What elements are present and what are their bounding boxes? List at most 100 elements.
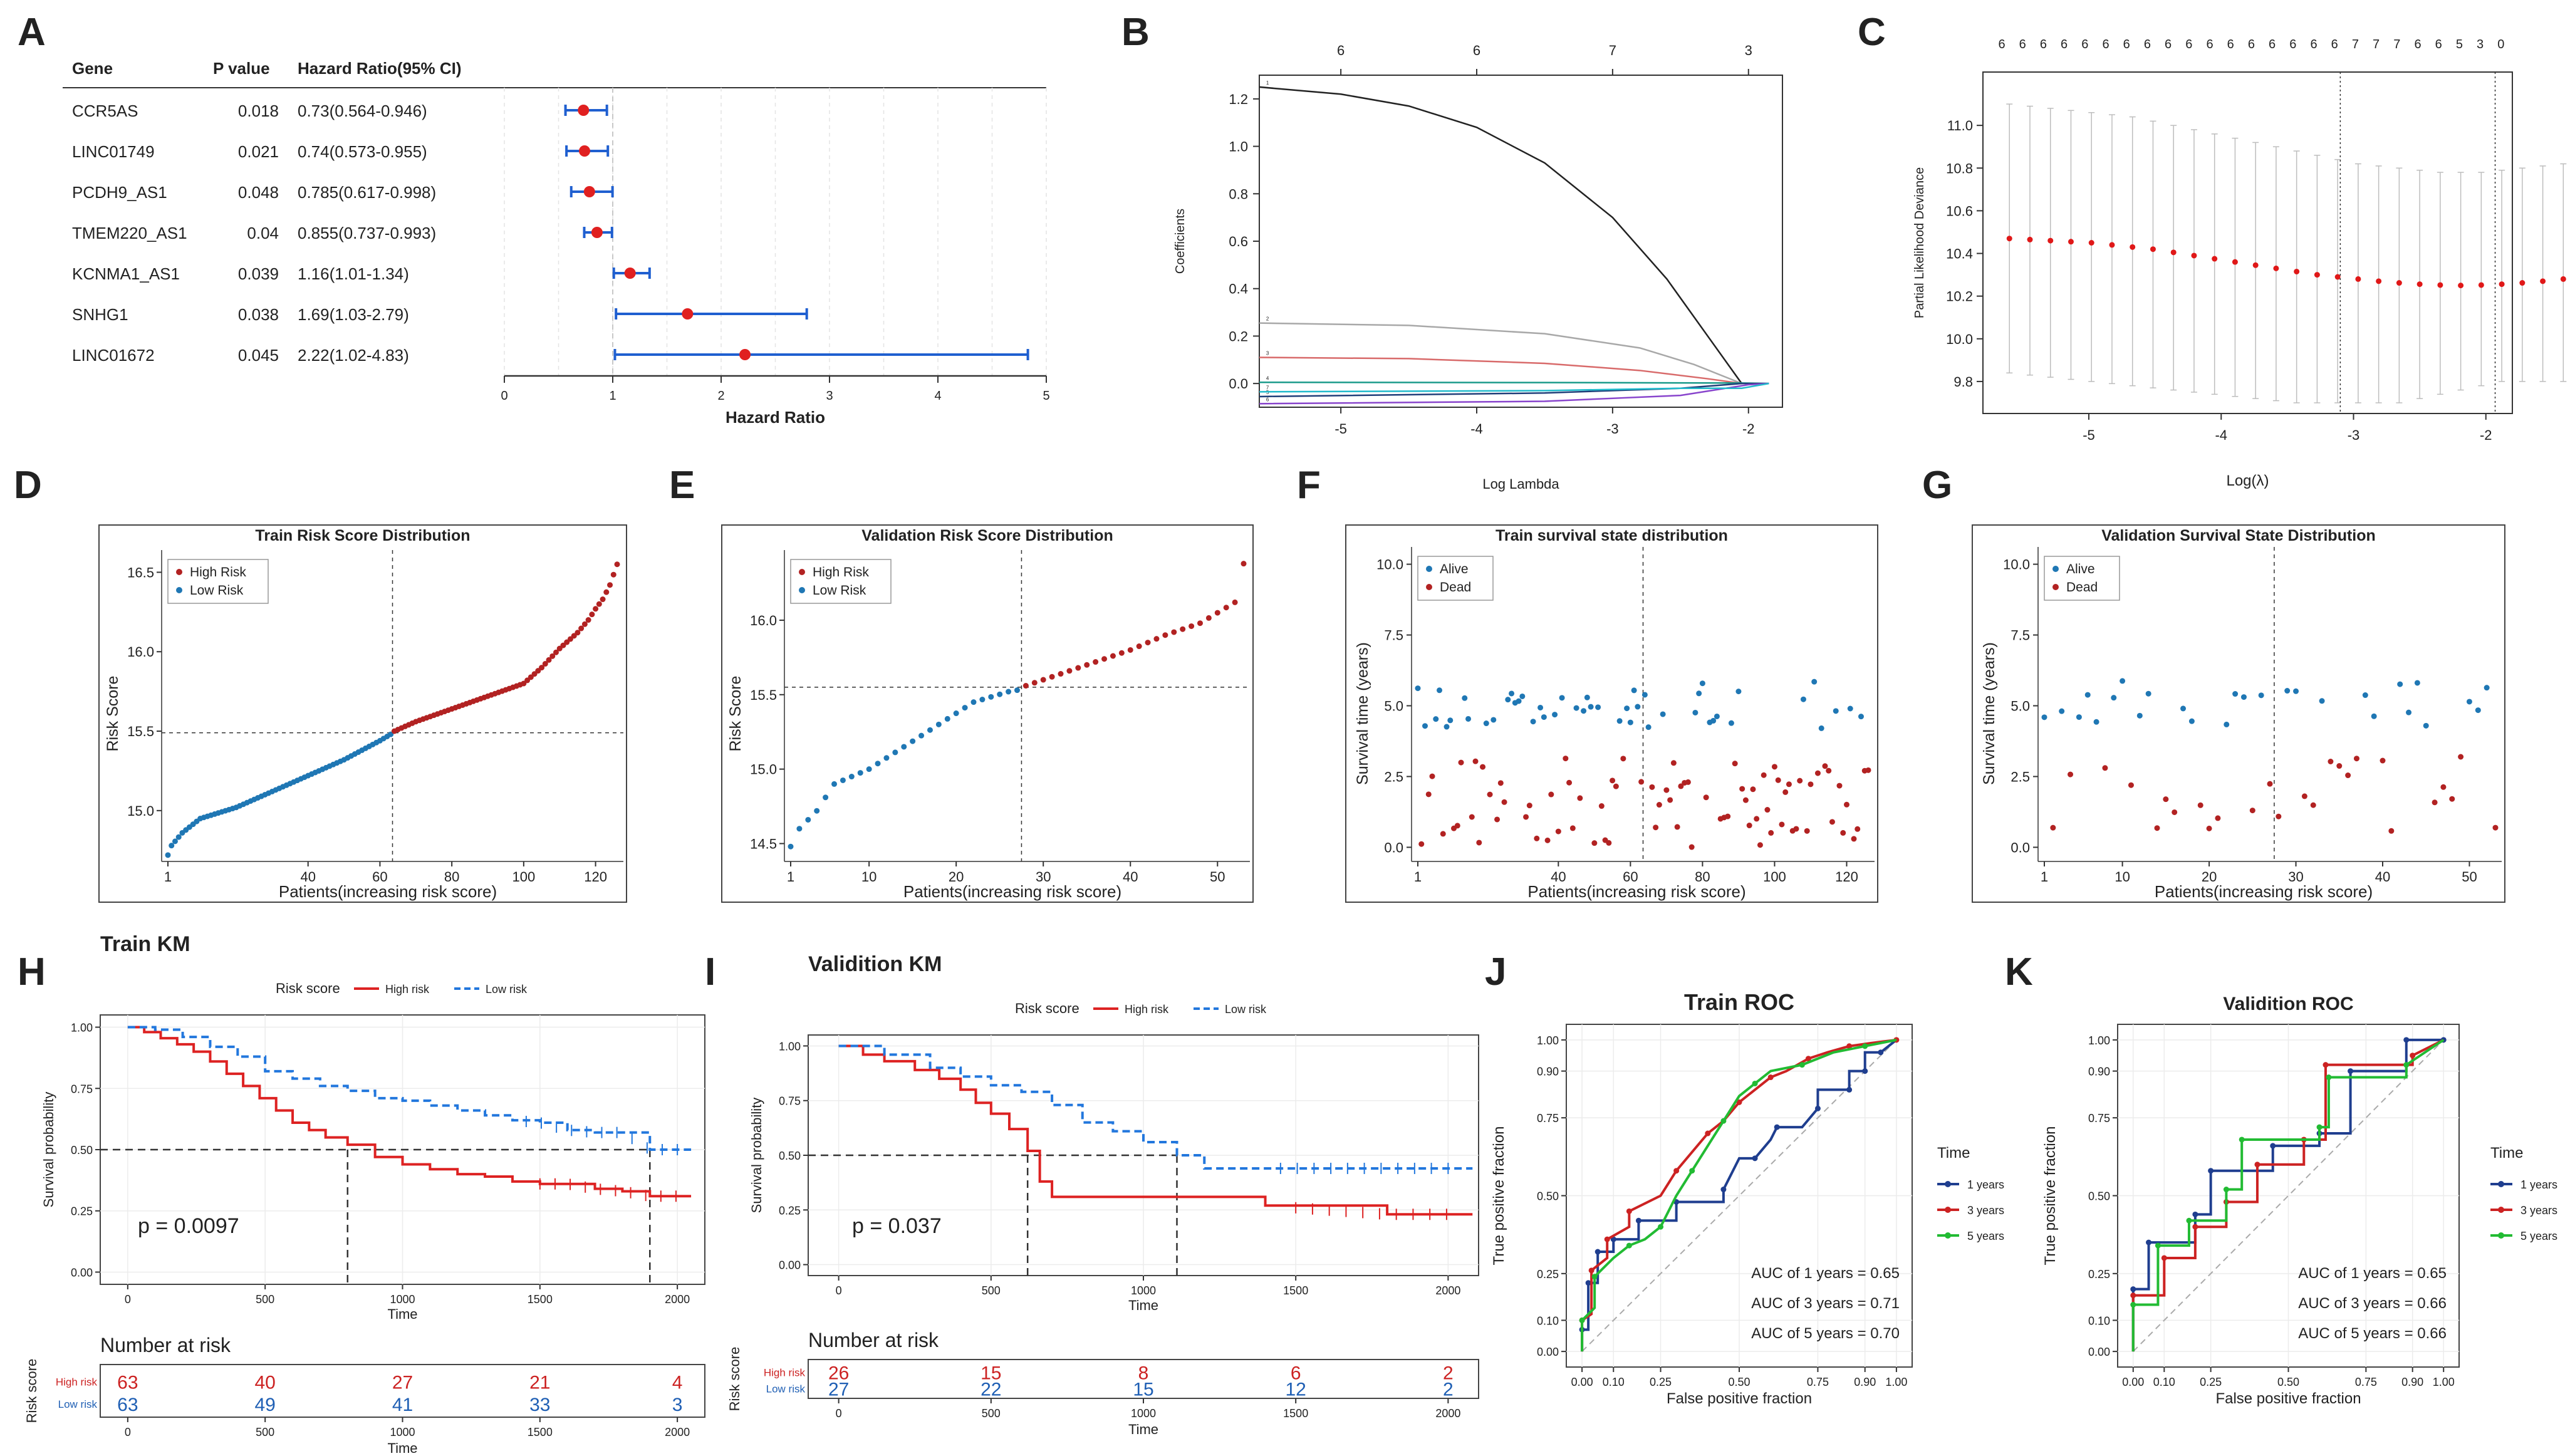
roc-point bbox=[1604, 1236, 1610, 1242]
risk-score-point bbox=[1101, 656, 1108, 662]
survstate-point bbox=[1591, 840, 1598, 846]
lasso-x-tick-label: -2 bbox=[1742, 421, 1755, 437]
survstate-point bbox=[1808, 781, 1814, 788]
survstate-point bbox=[1559, 695, 1565, 701]
cv-mean-point bbox=[2478, 282, 2484, 288]
cv-mean-point bbox=[2376, 278, 2382, 284]
survstate-point bbox=[1523, 814, 1529, 820]
survstate-point bbox=[1552, 712, 1558, 718]
roc-legend-label: 5 years bbox=[1967, 1230, 2004, 1242]
panel-letter-G: G bbox=[1922, 464, 1952, 507]
survstate-x-tick-label: 1 bbox=[2041, 869, 2048, 885]
roc-point bbox=[2410, 1053, 2416, 1059]
risk-score-point bbox=[953, 710, 959, 717]
km-x-tick-label: 1500 bbox=[528, 1293, 553, 1306]
survstate-point bbox=[1624, 705, 1630, 712]
survstate-point bbox=[1742, 797, 1749, 803]
cv-y-label: Partial Likelihood Deviance bbox=[1913, 167, 1927, 318]
risk-score-point bbox=[988, 694, 994, 700]
km-pvalue: p = 0.0097 bbox=[138, 1214, 239, 1238]
roc-x-tick-label: 0.90 bbox=[2401, 1376, 2423, 1388]
forest-point bbox=[739, 349, 751, 360]
roc-x-tick-label: 0.10 bbox=[1603, 1376, 1625, 1388]
risk-score-point bbox=[883, 755, 890, 761]
risk-score-point bbox=[172, 838, 178, 845]
risk-score-point bbox=[610, 571, 616, 578]
risk-score-point bbox=[1006, 689, 1012, 695]
risk-score-point bbox=[1145, 640, 1151, 646]
survstate-point bbox=[1577, 795, 1583, 801]
risk-score-point bbox=[600, 596, 606, 603]
roc-point bbox=[1689, 1168, 1695, 1174]
survstate-point bbox=[1761, 772, 1767, 778]
risk-score-point bbox=[1049, 673, 1055, 680]
survstate-point bbox=[1509, 690, 1515, 697]
cv-top-label: 6 bbox=[2123, 38, 2130, 51]
forest-pvalue: 0.018 bbox=[238, 101, 279, 120]
survstate-point bbox=[2458, 754, 2464, 760]
km-legend-label: High risk bbox=[1125, 1003, 1169, 1016]
lasso-x-tick-label: -5 bbox=[1334, 421, 1347, 437]
roc-auc-text: AUC of 5 years = 0.66 bbox=[2298, 1325, 2447, 1342]
forest-pvalue: 0.039 bbox=[238, 264, 279, 283]
lasso-plot-frame bbox=[1259, 75, 1783, 408]
risk-table-value: 2 bbox=[1443, 1363, 1454, 1383]
survstate-point bbox=[1544, 837, 1551, 843]
risk-score-point bbox=[1040, 677, 1046, 683]
panel-letter-H: H bbox=[18, 950, 46, 994]
forest-hr-text: 2.22(1.02-4.83) bbox=[298, 346, 409, 365]
cv-top-label: 6 bbox=[2061, 38, 2068, 51]
survstate-point bbox=[1728, 720, 1734, 726]
survstate-y-tick-label: 2.5 bbox=[2011, 769, 2030, 784]
cv-top-label: 6 bbox=[1998, 38, 2005, 51]
km-y-tick-label: 0.00 bbox=[779, 1259, 801, 1272]
risk-table-row-label: High risk bbox=[56, 1376, 98, 1388]
risk-score-point bbox=[788, 843, 794, 850]
km-y-tick-label: 1.00 bbox=[71, 1022, 93, 1034]
survstate-point bbox=[2224, 721, 2230, 727]
lasso-coef-path bbox=[1259, 322, 1742, 385]
cv-mean-point bbox=[2130, 244, 2136, 250]
lasso-coef-path bbox=[1259, 382, 1769, 393]
survstate-point bbox=[2397, 681, 2403, 687]
risk-score-point bbox=[1058, 671, 1064, 677]
risk-x-tick-label: 30 bbox=[1036, 869, 1051, 885]
survstate-point bbox=[2310, 802, 2316, 808]
survstate-point bbox=[2380, 757, 2386, 764]
risk-score-point bbox=[575, 630, 581, 636]
survstate-point bbox=[1516, 698, 1522, 704]
lasso-path-label: 2 bbox=[1266, 316, 1269, 322]
risk-table-row-label: Low risk bbox=[58, 1398, 98, 1410]
roc-y-tick-label: 0.00 bbox=[1537, 1346, 1559, 1358]
panel-letter-J: J bbox=[1485, 950, 1506, 994]
km-y-label: Survival probability bbox=[41, 1092, 56, 1208]
cv-mean-point bbox=[2252, 262, 2259, 268]
roc-point bbox=[2208, 1168, 2214, 1174]
risk-score-point bbox=[823, 794, 829, 801]
survstate-point bbox=[1645, 724, 1652, 731]
forest-pvalue: 0.04 bbox=[247, 224, 279, 242]
survstate-y-tick-label: 2.5 bbox=[1384, 769, 1403, 784]
survstate-legend-label: Alive bbox=[1440, 562, 1469, 576]
survstate-point bbox=[1537, 704, 1544, 710]
survstate-x-tick-label: 40 bbox=[1551, 869, 1566, 885]
survstate-point bbox=[1620, 756, 1626, 762]
cv-top-label: 6 bbox=[2019, 38, 2026, 51]
risk-table-x-tick-label: 0 bbox=[836, 1407, 842, 1420]
risk-table-x-tick-label: 1500 bbox=[528, 1426, 553, 1438]
survstate-point bbox=[1433, 716, 1439, 722]
risk-x-tick-label: 60 bbox=[372, 869, 387, 885]
cv-mean-point bbox=[2294, 268, 2300, 274]
forest-point bbox=[682, 308, 694, 320]
risk-y-tick-label: 15.0 bbox=[750, 762, 777, 777]
survstate-point bbox=[1462, 695, 1468, 701]
survstate-point bbox=[1415, 685, 1421, 692]
risk-table-value: 40 bbox=[254, 1373, 275, 1393]
survstate-y-tick-label: 5.0 bbox=[2011, 699, 2030, 714]
risk-table-value: 27 bbox=[828, 1380, 849, 1400]
risk-table-value: 21 bbox=[529, 1373, 550, 1393]
survstate-point bbox=[2328, 758, 2334, 764]
cv-mean-point bbox=[2273, 265, 2279, 271]
survstate-point bbox=[2336, 763, 2343, 769]
survstate-point bbox=[2432, 799, 2438, 806]
